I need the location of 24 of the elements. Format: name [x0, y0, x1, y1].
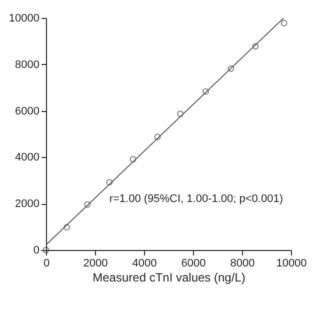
- x-tick-label: 2000: [83, 258, 108, 270]
- point: [106, 179, 113, 186]
- point: [130, 156, 136, 163]
- point: [252, 43, 259, 50]
- y-tick-label: 0: [33, 244, 40, 256]
- y-tick-label: 6000: [15, 105, 40, 118]
- y-tick-label: 8000: [15, 58, 40, 71]
- point: [280, 20, 288, 26]
- x-axis-title: Measured cTnI values (ng/L): [92, 270, 246, 284]
- annotation: r=1.00 (95%CI, 1.00-1.00; p<0.001): [109, 192, 283, 205]
- y-tick-label: 10000: [8, 12, 40, 24]
- point: [228, 65, 234, 72]
- y-tick-label: 4000: [15, 152, 40, 164]
- x-tick-label: 8000: [230, 258, 255, 270]
- point: [154, 134, 161, 140]
- x-tick-label: 0: [43, 258, 50, 270]
- point: [84, 201, 91, 208]
- x-tick-label: 10000: [276, 258, 307, 270]
- x-tick-label: 6000: [181, 258, 206, 270]
- point: [64, 224, 70, 230]
- point: [177, 110, 184, 118]
- point: [202, 88, 209, 95]
- y-tick-label: 2000: [15, 198, 40, 210]
- x-tick-label: 4000: [132, 258, 157, 270]
